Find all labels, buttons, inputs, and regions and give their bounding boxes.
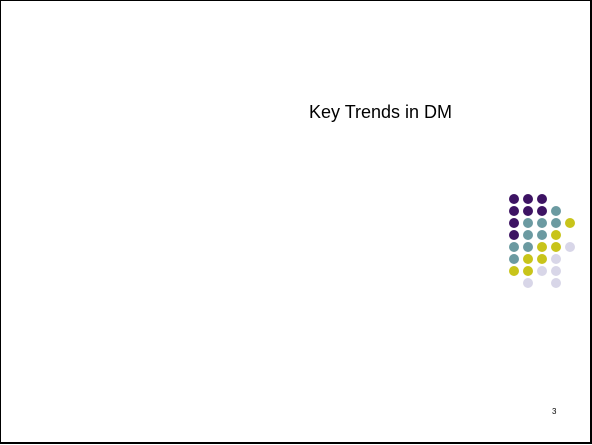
decorative-dot (523, 266, 533, 276)
decorative-dot (509, 206, 519, 216)
decorative-dot (509, 242, 519, 252)
decorative-dot (551, 266, 561, 276)
decorative-dot (509, 266, 519, 276)
decorative-dot (523, 218, 533, 228)
decorative-dot (551, 218, 561, 228)
decorative-dot (523, 254, 533, 264)
page-number: 3 (552, 407, 557, 416)
decorative-dot (537, 266, 547, 276)
decorative-dot (523, 194, 533, 204)
decorative-dot (523, 206, 533, 216)
decorative-dot (551, 206, 561, 216)
decorative-dot (509, 194, 519, 204)
decorative-dot (537, 230, 547, 240)
decorative-dot (551, 242, 561, 252)
decorative-dot (509, 230, 519, 240)
decorative-dot (537, 254, 547, 264)
decorative-dot (509, 254, 519, 264)
decorative-dot (565, 242, 575, 252)
slide-title: Key Trends in DM (309, 102, 453, 122)
decorative-dot (537, 206, 547, 216)
decorative-dot (551, 230, 561, 240)
decorative-dot (565, 218, 575, 228)
decorative-dot (551, 254, 561, 264)
decorative-dot (509, 218, 519, 228)
decorative-dot (523, 230, 533, 240)
decorative-dot (523, 242, 533, 252)
decorative-dot (523, 278, 533, 288)
decorative-dot (537, 194, 547, 204)
decorative-dot (537, 218, 547, 228)
decorative-dot (551, 278, 561, 288)
decorative-dot (537, 242, 547, 252)
